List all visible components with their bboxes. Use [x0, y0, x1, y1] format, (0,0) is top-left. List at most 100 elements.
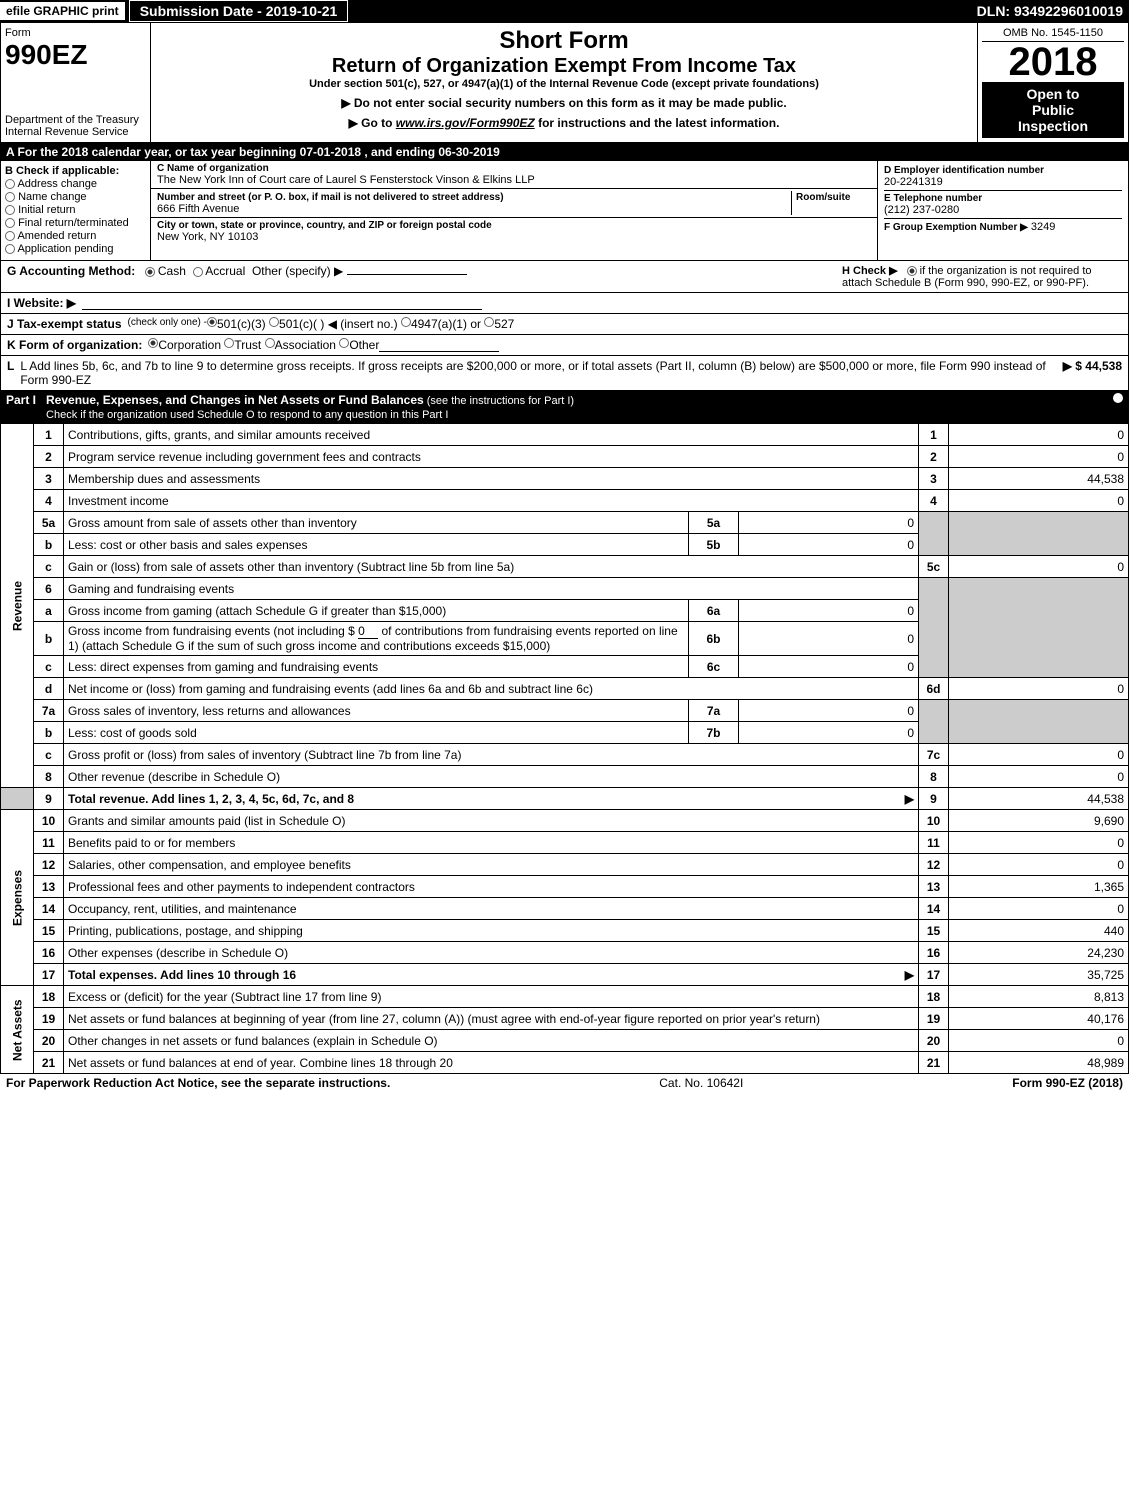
- part1-label: Part I: [6, 393, 46, 421]
- r17-ln: 17: [919, 964, 949, 986]
- trust-label: Trust: [234, 338, 261, 352]
- radio-4947[interactable]: [401, 317, 411, 327]
- radio-501c3[interactable]: [207, 317, 217, 327]
- r16-desc: Other expenses (describe in Schedule O): [64, 942, 919, 964]
- goto-line: ▶ Go to www.irs.gov/Form990EZ for instru…: [161, 116, 967, 130]
- part1-table: Revenue 1 Contributions, gifts, grants, …: [0, 423, 1129, 1074]
- form-number: 990EZ: [5, 39, 146, 71]
- assoc-label: Association: [275, 338, 336, 352]
- radio-corp[interactable]: [148, 338, 158, 348]
- org-name: The New York Inn of Court care of Laurel…: [157, 174, 871, 186]
- r7a-sv: 0: [739, 700, 919, 722]
- chk-name[interactable]: Name change: [5, 191, 146, 203]
- r5b-sv: 0: [739, 534, 919, 556]
- subtitle: Under section 501(c), 527, or 4947(a)(1)…: [161, 78, 967, 90]
- r15-desc: Printing, publications, postage, and shi…: [64, 920, 919, 942]
- r6a-sl: 6a: [689, 600, 739, 622]
- r19-num: 19: [34, 1008, 64, 1030]
- h-label: H Check ▶: [842, 265, 898, 277]
- r12-desc: Salaries, other compensation, and employ…: [64, 854, 919, 876]
- r5b-desc: Less: cost or other basis and sales expe…: [64, 534, 689, 556]
- i-label: I Website: ▶: [7, 296, 76, 310]
- r17-amt: 35,725: [949, 964, 1129, 986]
- r17-num: 17: [34, 964, 64, 986]
- r16-num: 16: [34, 942, 64, 964]
- r8-num: 8: [34, 766, 64, 788]
- radio-527[interactable]: [484, 317, 494, 327]
- radio-trust[interactable]: [224, 338, 234, 348]
- r7a-num: 7a: [34, 700, 64, 722]
- r10-amt: 9,690: [949, 810, 1129, 832]
- part1-checkbox[interactable]: [1113, 393, 1123, 403]
- efile-badge: efile GRAPHIC print: [0, 2, 125, 20]
- r7c-num: c: [34, 744, 64, 766]
- r5c-amt: 0: [949, 556, 1129, 578]
- group-label: F Group Exemption Number ▶: [884, 222, 1028, 233]
- form-word: Form: [5, 27, 146, 39]
- r19-ln: 19: [919, 1008, 949, 1030]
- ein-label: D Employer identification number: [884, 165, 1122, 176]
- r6b-desc: Gross income from fundraising events (no…: [64, 622, 689, 656]
- r12-ln: 12: [919, 854, 949, 876]
- chk-final[interactable]: Final return/terminated: [5, 217, 146, 229]
- radio-other-org[interactable]: [339, 338, 349, 348]
- goto-post: for instructions and the latest informat…: [535, 116, 780, 130]
- r18-ln: 18: [919, 986, 949, 1008]
- ssn-warning: ▶ Do not enter social security numbers o…: [161, 96, 967, 110]
- r10-ln: 10: [919, 810, 949, 832]
- goto-pre: ▶ Go to: [349, 116, 396, 130]
- other-label: Other (specify) ▶: [252, 264, 343, 278]
- r6c-num: c: [34, 656, 64, 678]
- r2-amt: 0: [949, 446, 1129, 468]
- radio-501c[interactable]: [269, 317, 279, 327]
- chk-amended[interactable]: Amended return: [5, 230, 146, 242]
- chk-address[interactable]: Address change: [5, 178, 146, 190]
- r4-amt: 0: [949, 490, 1129, 512]
- r8-ln: 8: [919, 766, 949, 788]
- line-l: L L Add lines 5b, 6c, and 7b to line 9 t…: [0, 356, 1129, 391]
- r9-ln: 9: [919, 788, 949, 810]
- r7b-sl: 7b: [689, 722, 739, 744]
- ein: 20-2241319: [884, 176, 1122, 188]
- dept-irs: Internal Revenue Service: [5, 126, 146, 138]
- r9-num: 9: [34, 788, 64, 810]
- part1-header: Part I Revenue, Expenses, and Changes in…: [0, 391, 1129, 423]
- radio-cash[interactable]: [145, 267, 155, 277]
- g-label: G Accounting Method:: [7, 264, 135, 278]
- r9-desc: Total revenue. Add lines 1, 2, 3, 4, 5c,…: [64, 788, 919, 810]
- info-grid: B Check if applicable: Address change Na…: [0, 161, 1129, 261]
- r14-ln: 14: [919, 898, 949, 920]
- k-label: K Form of organization:: [7, 338, 142, 352]
- chk-pending[interactable]: Application pending: [5, 243, 146, 255]
- radio-h[interactable]: [907, 266, 917, 276]
- r9-amt: 44,538: [949, 788, 1129, 810]
- chk-initial[interactable]: Initial return: [5, 204, 146, 216]
- dln: DLN: 93492296010019: [977, 3, 1129, 19]
- goto-link[interactable]: www.irs.gov/Form990EZ: [396, 116, 535, 130]
- r5a-desc: Gross amount from sale of assets other t…: [64, 512, 689, 534]
- r4-desc: Investment income: [64, 490, 919, 512]
- radio-assoc[interactable]: [265, 338, 275, 348]
- submission-date: Submission Date - 2019-10-21: [129, 0, 349, 22]
- street: 666 Fifth Avenue: [157, 203, 791, 215]
- r7a-desc: Gross sales of inventory, less returns a…: [64, 700, 689, 722]
- j-small: (check only one) -: [128, 317, 207, 331]
- r15-amt: 440: [949, 920, 1129, 942]
- r6d-desc: Net income or (loss) from gaming and fun…: [64, 678, 919, 700]
- r6b-num: b: [34, 622, 64, 656]
- r7c-ln: 7c: [919, 744, 949, 766]
- 527-label: 527: [494, 317, 514, 331]
- r4-ln: 4: [919, 490, 949, 512]
- tel-label: E Telephone number: [884, 193, 1122, 204]
- r5c-num: c: [34, 556, 64, 578]
- r6a-sv: 0: [739, 600, 919, 622]
- l-text: L Add lines 5b, 6c, and 7b to line 9 to …: [20, 359, 1062, 387]
- r20-desc: Other changes in net assets or fund bala…: [64, 1030, 919, 1052]
- r7a-sl: 7a: [689, 700, 739, 722]
- r21-amt: 48,989: [949, 1052, 1129, 1074]
- 4947-label: 4947(a)(1) or: [411, 317, 481, 331]
- radio-accrual[interactable]: [193, 267, 203, 277]
- r8-amt: 0: [949, 766, 1129, 788]
- box-def: D Employer identification number 20-2241…: [878, 161, 1128, 260]
- r3-amt: 44,538: [949, 468, 1129, 490]
